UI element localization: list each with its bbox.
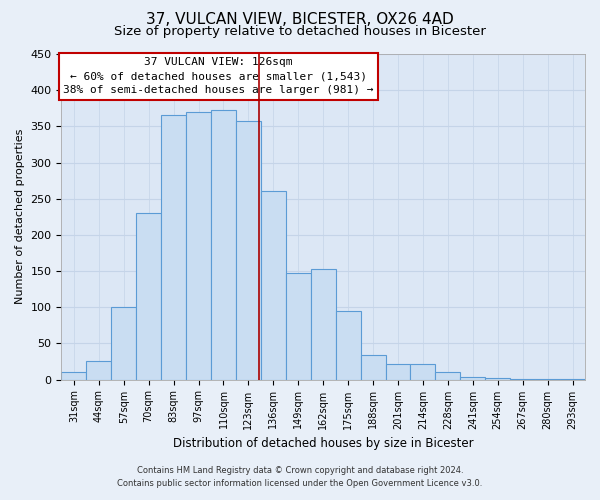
Bar (211, 110, 236, 380)
Bar (236, 122, 261, 380)
Bar (61, 372, 86, 380)
Bar (560, 379, 585, 380)
Bar (335, 311, 361, 380)
Text: 37 VULCAN VIEW: 126sqm
← 60% of detached houses are smaller (1,543)
38% of semi-: 37 VULCAN VIEW: 126sqm ← 60% of detached… (63, 58, 374, 96)
X-axis label: Distribution of detached houses by size in Bicester: Distribution of detached houses by size … (173, 437, 473, 450)
Text: Size of property relative to detached houses in Bicester: Size of property relative to detached ho… (114, 25, 486, 38)
Bar (535, 379, 560, 380)
Bar (386, 364, 410, 380)
Text: Contains HM Land Registry data © Crown copyright and database right 2024.
Contai: Contains HM Land Registry data © Crown c… (118, 466, 482, 487)
Bar (436, 372, 460, 380)
Text: 37, VULCAN VIEW, BICESTER, OX26 4AD: 37, VULCAN VIEW, BICESTER, OX26 4AD (146, 12, 454, 28)
Bar (410, 364, 436, 380)
Bar (86, 362, 111, 380)
Bar (286, 273, 311, 380)
Bar (460, 376, 485, 380)
Bar (111, 307, 136, 380)
Bar (261, 192, 286, 380)
Y-axis label: Number of detached properties: Number of detached properties (15, 129, 25, 304)
Bar (361, 355, 386, 380)
Bar (161, 116, 186, 380)
Bar (510, 379, 535, 380)
Bar (186, 112, 211, 380)
Bar (136, 213, 161, 380)
Bar (311, 269, 335, 380)
Bar (485, 378, 510, 380)
